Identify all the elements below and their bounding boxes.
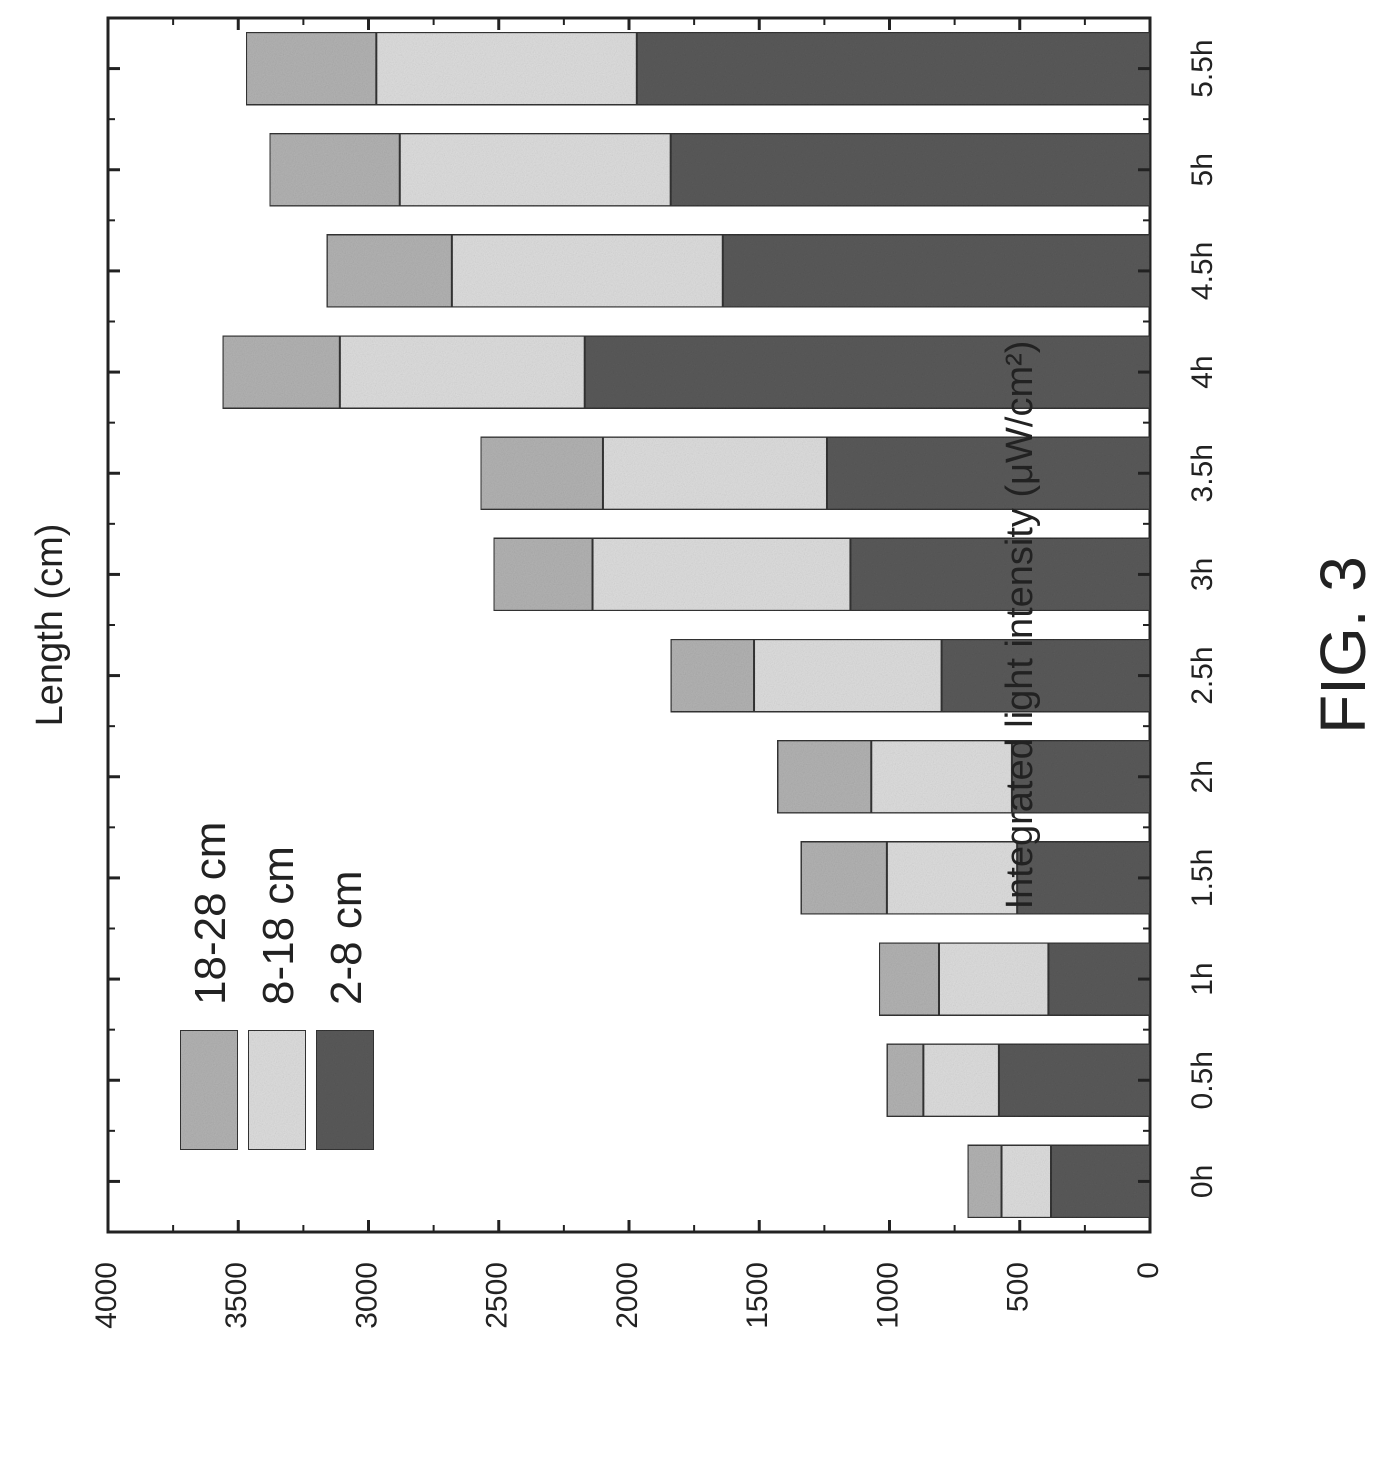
category-tick-label: 4h <box>1186 355 1219 388</box>
legend: 18-28 cm 8-18 cm 2-8 cm <box>179 822 375 1151</box>
legend-label: 18-28 cm <box>186 822 235 1005</box>
bar-0h-series-0 <box>1050 1143 1152 1219</box>
bar-3.5h-series-2 <box>479 435 604 511</box>
bar-1.5h-series-0 <box>1016 840 1152 916</box>
bar-2h-series-2 <box>776 739 873 815</box>
legend-swatch-2 <box>315 1029 375 1151</box>
value-tick-label: 2000 <box>611 1262 644 1329</box>
value-tick-label: 3500 <box>220 1262 253 1329</box>
category-tick-label: 1.5h <box>1186 849 1219 907</box>
value-tick-label: 3000 <box>350 1262 383 1329</box>
bar-2h-series-0 <box>1010 739 1151 815</box>
bar-1h-series-0 <box>1047 941 1152 1017</box>
bar-5h-series-1 <box>398 132 672 208</box>
bar-0h-series-2 <box>966 1143 1003 1219</box>
bar-5h-series-2 <box>268 132 401 208</box>
category-tick-label: 2.5h <box>1186 646 1219 704</box>
category-tick-label: 3.5h <box>1186 444 1219 502</box>
bar-3h-series-0 <box>849 536 1151 612</box>
bar-4h-series-1 <box>338 334 586 410</box>
category-axis-title: Length (cm) <box>29 524 71 727</box>
bar-0.5h-series-1 <box>922 1042 1000 1118</box>
bar-5h-series-0 <box>669 132 1151 208</box>
category-tick-label: 5h <box>1186 153 1219 186</box>
category-tick-label: 0h <box>1186 1165 1219 1198</box>
category-tick-label: 5.5h <box>1186 39 1219 97</box>
bar-4.5h-series-1 <box>450 233 724 309</box>
bar-5.5h-series-2 <box>245 31 378 107</box>
bar-2.5h-series-2 <box>669 638 756 714</box>
legend-swatch-0 <box>179 1029 239 1151</box>
axis-labels: 0 500 1000 1500 2000 2500 3000 3500 4000 0h 0.5h 1h… <box>29 39 1219 1328</box>
bar-2.5h-series-1 <box>753 638 943 714</box>
bar-1h-series-2 <box>878 941 940 1017</box>
value-axis-title: Integrated light intensity (μW/cm²) <box>999 341 1041 910</box>
value-tick-label: 1500 <box>741 1262 774 1329</box>
bar-1h-series-1 <box>937 941 1050 1017</box>
category-tick-label: 2h <box>1186 760 1219 793</box>
bar-1.5h-series-2 <box>799 840 888 916</box>
axis-ticks <box>106 17 1152 1232</box>
value-tick-label: 4000 <box>90 1262 123 1329</box>
bar-3.5h-series-0 <box>825 435 1151 511</box>
value-tick-label: 0 <box>1132 1262 1165 1279</box>
bar-0h-series-1 <box>1000 1143 1053 1219</box>
bars <box>221 31 1152 1219</box>
bar-3h-series-2 <box>492 536 594 612</box>
bar-2.5h-series-0 <box>940 638 1151 714</box>
bar-4h-series-2 <box>221 334 341 410</box>
legend-swatch-1 <box>247 1029 307 1151</box>
category-tick-label: 1h <box>1186 962 1219 995</box>
bar-2h-series-1 <box>870 739 1013 815</box>
bar-1.5h-series-1 <box>885 840 1019 916</box>
category-tick-label: 0.5h <box>1186 1051 1219 1109</box>
category-tick-label: 4.5h <box>1186 242 1219 300</box>
bar-3h-series-1 <box>591 536 852 612</box>
bar-4h-series-0 <box>583 334 1151 410</box>
value-tick-label: 500 <box>1002 1262 1035 1312</box>
bar-4.5h-series-2 <box>325 233 453 309</box>
bar-5.5h-series-0 <box>635 31 1151 107</box>
value-tick-label: 1000 <box>871 1262 904 1329</box>
bar-5.5h-series-1 <box>375 31 638 107</box>
bar-0.5h-series-2 <box>885 1042 925 1118</box>
legend-label: 8-18 cm <box>254 846 303 1005</box>
bar-4.5h-series-0 <box>721 233 1152 309</box>
bar-3.5h-series-1 <box>601 435 828 511</box>
category-tick-label: 3h <box>1186 558 1219 591</box>
legend-label: 2-8 cm <box>322 871 371 1005</box>
bar-0.5h-series-0 <box>997 1042 1151 1118</box>
figure-label: FIG. 3 <box>1307 556 1379 734</box>
value-tick-label: 2500 <box>481 1262 514 1329</box>
